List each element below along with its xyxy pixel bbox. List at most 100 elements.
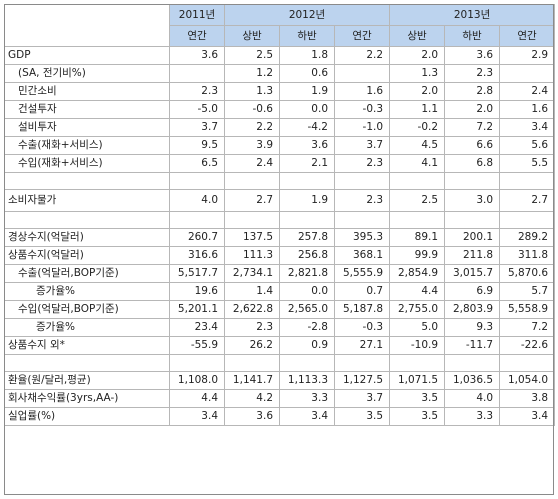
year-header-2011: 2011년 — [169, 4, 225, 26]
empty-cell — [444, 172, 501, 190]
empty-cell — [279, 211, 335, 229]
table-body: GDP 3.6 2.5 1.8 2.2 2.0 3.6 2.9 (SA, 전기비%) 1.2 0.6… — [4, 46, 556, 426]
value-cell: -5.0 — [169, 100, 225, 119]
value-cell: 2.5 — [224, 46, 280, 65]
value-cell: 6.6 — [444, 136, 501, 155]
value-cell: 3.5 — [389, 389, 446, 408]
value-cell: 2.3 — [169, 82, 225, 101]
table-row: 실업률(%) 3.4 3.6 3.4 3.5 3.5 3.3 3.4 — [4, 407, 556, 426]
value-cell: -10.9 — [389, 336, 446, 355]
value-cell: 4.4 — [389, 282, 446, 301]
value-cell: 3,015.7 — [444, 264, 501, 283]
value-cell: 368.1 — [333, 246, 391, 265]
value-cell: 2.8 — [444, 82, 501, 101]
row-label: 환율(원/달러,평균) — [4, 371, 170, 390]
value-cell: 1,036.5 — [444, 371, 501, 390]
period-header: 하반 — [279, 25, 335, 47]
value-cell: 6.8 — [444, 154, 501, 173]
value-cell: 256.8 — [279, 246, 335, 265]
value-cell: 99.9 — [389, 246, 446, 265]
value-cell: 3.4 — [499, 407, 556, 426]
row-label: 수입(재화+서비스) — [4, 154, 170, 173]
value-cell: 3.7 — [333, 136, 391, 155]
value-cell: 4.0 — [444, 389, 501, 408]
value-cell: -55.9 — [169, 336, 225, 355]
value-cell: -0.3 — [333, 100, 391, 119]
value-cell: 2,854.9 — [389, 264, 446, 283]
value-cell: 89.1 — [389, 228, 446, 247]
value-cell: 2,622.8 — [224, 300, 280, 319]
value-cell: 1,108.0 — [169, 371, 225, 390]
value-cell: 137.5 — [224, 228, 280, 247]
empty-cell — [4, 172, 170, 190]
value-cell: 1.4 — [224, 282, 280, 301]
value-cell: 9.3 — [444, 318, 501, 337]
value-cell: 311.8 — [499, 246, 556, 265]
empty-cell — [224, 354, 280, 372]
value-cell: 2.7 — [224, 189, 280, 212]
table-row: 설비투자 3.7 2.2 -4.2 -1.0 -0.2 7.2 3.4 — [4, 118, 556, 137]
value-cell: 2.2 — [224, 118, 280, 137]
value-cell: 2.0 — [444, 100, 501, 119]
value-cell: 3.6 — [169, 46, 225, 65]
value-cell: -2.8 — [279, 318, 335, 337]
empty-cell — [224, 211, 280, 229]
period-header: 연간 — [333, 25, 391, 47]
value-cell: 23.4 — [169, 318, 225, 337]
value-cell: 0.6 — [279, 64, 335, 83]
row-label: 수출(억달러,BOP기준) — [4, 264, 170, 283]
value-cell: 2,734.1 — [224, 264, 280, 283]
table-row: 건설투자 -5.0 -0.6 0.0 -0.3 1.1 2.0 1.6 — [4, 100, 556, 119]
value-cell: 4.2 — [224, 389, 280, 408]
table-row: (SA, 전기비%) 1.2 0.6 1.3 2.3 — [4, 64, 556, 83]
value-cell: 1.6 — [333, 82, 391, 101]
table-row: 경상수지(억달러) 260.7 137.5 257.8 395.3 89.1 200.1 28… — [4, 228, 556, 247]
value-cell: 2,821.8 — [279, 264, 335, 283]
empty-cell — [389, 354, 446, 372]
row-label: 상품수지(억달러) — [4, 246, 170, 265]
value-cell: 9.5 — [169, 136, 225, 155]
value-cell: 5,517.7 — [169, 264, 225, 283]
value-cell: 111.3 — [224, 246, 280, 265]
value-cell: 4.1 — [389, 154, 446, 173]
row-label: 상품수지 외* — [4, 336, 170, 355]
value-cell: 395.3 — [333, 228, 391, 247]
empty-cell — [4, 211, 170, 229]
value-cell: 1,113.3 — [279, 371, 335, 390]
value-cell: -0.6 — [224, 100, 280, 119]
value-cell: 257.8 — [279, 228, 335, 247]
value-cell: 6.9 — [444, 282, 501, 301]
value-cell: 2.3 — [333, 154, 391, 173]
row-label: 실업률(%) — [4, 407, 170, 426]
table-row: 수입(억달러,BOP기준) 5,201.1 2,622.8 2,565.0 5,187.… — [4, 300, 556, 319]
value-cell: 1.9 — [279, 189, 335, 212]
value-cell: 2.3 — [224, 318, 280, 337]
value-cell: 5,201.1 — [169, 300, 225, 319]
value-cell: 2,803.9 — [444, 300, 501, 319]
value-cell: 2.3 — [333, 189, 391, 212]
value-cell: 0.7 — [333, 282, 391, 301]
value-cell: 1.1 — [389, 100, 446, 119]
empty-cell — [333, 172, 391, 190]
empty-cell — [499, 172, 556, 190]
forecast-table-container: 2011년 2012년 2013년 연간 상반 하반 연간 상반 하반 연간 GDP 3.6 2… — [4, 4, 556, 495]
value-cell: 3.4 — [169, 407, 225, 426]
row-label: (SA, 전기비%) — [4, 64, 170, 83]
value-cell: 2.5 — [389, 189, 446, 212]
empty-cell — [444, 354, 501, 372]
value-cell: -1.0 — [333, 118, 391, 137]
value-cell: 2.1 — [279, 154, 335, 173]
value-cell: 5,558.9 — [499, 300, 556, 319]
value-cell: 3.7 — [333, 389, 391, 408]
value-cell: -0.3 — [333, 318, 391, 337]
value-cell: 260.7 — [169, 228, 225, 247]
value-cell: 3.5 — [389, 407, 446, 426]
empty-cell — [389, 211, 446, 229]
period-header: 연간 — [169, 25, 225, 47]
row-label: 경상수지(억달러) — [4, 228, 170, 247]
row-label: 수출(재화+서비스) — [4, 136, 170, 155]
row-label: 민간소비 — [4, 82, 170, 101]
value-cell: 1,127.5 — [333, 371, 391, 390]
value-cell: 2,565.0 — [279, 300, 335, 319]
value-cell: 5,555.9 — [333, 264, 391, 283]
